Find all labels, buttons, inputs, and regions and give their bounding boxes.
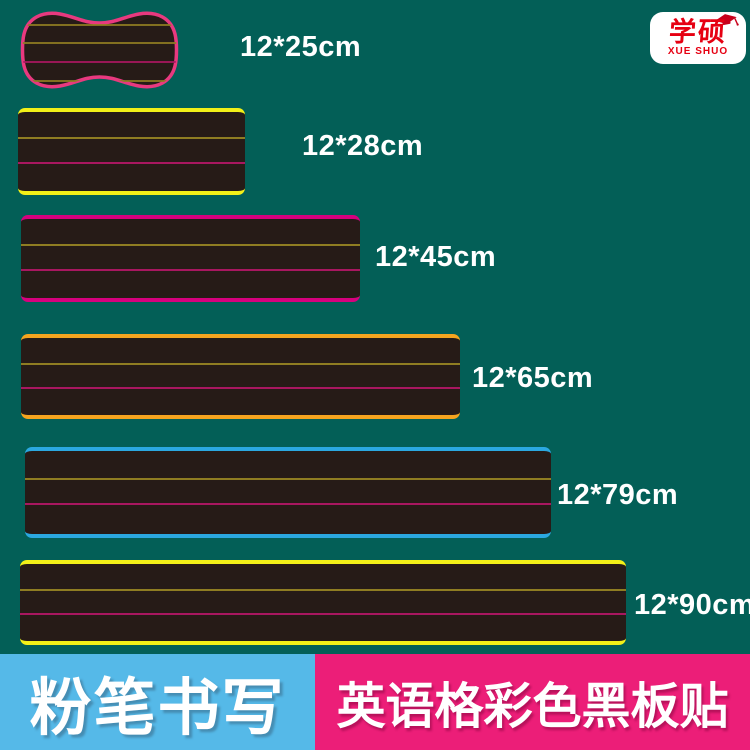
chalkboard-strip [18, 108, 245, 195]
grid-line [21, 386, 460, 389]
graduation-cap-icon [714, 14, 739, 26]
grid-line [25, 477, 551, 480]
grid-line [21, 244, 360, 247]
peanut-border [20, 11, 179, 89]
grid-line [20, 588, 626, 591]
grid-line [21, 362, 460, 365]
size-label: 12*90cm [634, 589, 750, 621]
grid-line [18, 161, 245, 164]
grid-line [20, 612, 626, 615]
size-label: 12*79cm [557, 479, 679, 511]
banner-product-title: 英语格彩色黑板贴 [315, 654, 750, 750]
grid-line [25, 503, 551, 506]
banner-chalk-writing: 粉笔书写 [0, 654, 315, 750]
chalkboard-strip-peanut [20, 11, 179, 89]
brand-logo: 学硕 XUE SHUO [650, 12, 746, 64]
chalkboard-strip [20, 560, 626, 645]
chalkboard-strip [25, 447, 551, 538]
banner-right-text: 英语格彩色黑板贴 [336, 679, 729, 734]
size-label: 12*45cm [375, 241, 497, 273]
size-label: 12*25cm [240, 31, 362, 63]
grid-line [21, 268, 360, 271]
brand-name-en: XUE SHUO [667, 46, 729, 57]
chalkboard-strip [21, 215, 360, 302]
banner-left-text: 粉笔书写 [29, 674, 286, 743]
size-label: 12*65cm [472, 362, 594, 394]
chalkboard-strip [21, 334, 460, 419]
brand-name-cn: 学硕 [667, 17, 729, 47]
size-label: 12*28cm [302, 130, 424, 162]
grid-line [18, 137, 245, 140]
